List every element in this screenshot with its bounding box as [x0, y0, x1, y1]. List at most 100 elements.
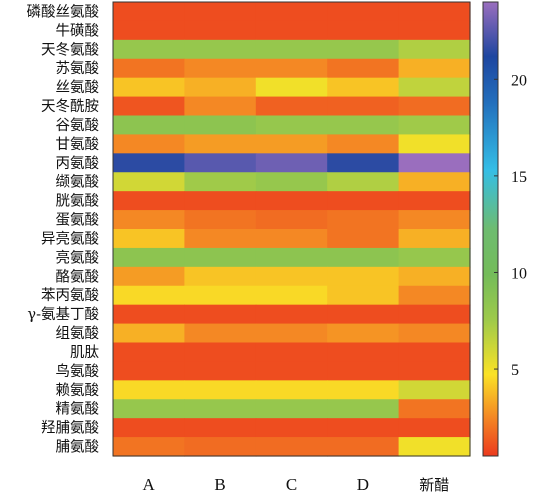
colorbar-tick-label: 10: [511, 265, 527, 282]
heatmap-cell: [184, 210, 257, 230]
colorbar-tick-label: 20: [511, 72, 527, 89]
column-label: A: [143, 475, 156, 494]
row-label: γ-氨基丁酸: [27, 306, 99, 323]
heatmap-cell: [184, 58, 257, 79]
heatmap-cell: [398, 153, 471, 173]
row-label: 蛋氨酸: [56, 212, 100, 229]
heatmap-cell: [398, 399, 471, 419]
heatmap-cell: [113, 380, 185, 400]
heatmap-cell: [255, 2, 328, 22]
heatmap-cell: [113, 285, 185, 306]
heatmap-cell: [113, 247, 185, 268]
row-label: 精氨酸: [56, 401, 100, 418]
heatmap-cell: [327, 361, 400, 381]
heatmap-cell: [398, 172, 471, 192]
column-label: B: [214, 475, 225, 494]
heatmap-cell: [327, 2, 400, 22]
row-label: 羟脯氨酸: [41, 420, 99, 437]
heatmap-cell: [327, 418, 400, 438]
heatmap-cell: [398, 58, 471, 79]
column-label: 新醋: [419, 476, 449, 494]
heatmap-cell: [184, 247, 257, 268]
row-label: 磷酸丝氨酸: [27, 3, 100, 20]
heatmap-cell: [327, 115, 400, 136]
heatmap-cell: [398, 380, 471, 400]
row-label: 脯氨酸: [56, 439, 100, 456]
heatmap-cell: [113, 191, 185, 211]
heatmap-cell: [184, 134, 257, 154]
heatmap-cell: [184, 323, 257, 344]
row-label: 酪氨酸: [56, 268, 100, 285]
heatmap-cell: [398, 247, 471, 268]
heatmap-cell: [327, 323, 400, 344]
heatmap-cell: [113, 134, 185, 154]
heatmap-cell: [327, 210, 400, 230]
heatmap-cell: [398, 191, 471, 211]
heatmap-cell: [327, 285, 400, 306]
heatmap-cell: [255, 191, 328, 211]
heatmap-cell: [184, 39, 257, 60]
column-labels: A B C D 新醋: [143, 475, 450, 494]
colorbar-gradient: [482, 1, 499, 457]
heatmap-cell: [184, 361, 257, 381]
row-label: 甘氨酸: [56, 136, 100, 153]
heatmap-cell: [255, 39, 328, 60]
heatmap-cell: [113, 58, 185, 79]
heatmap-cell: [398, 96, 471, 117]
heatmap-cell: [327, 172, 400, 192]
row-label: 亮氨酸: [56, 249, 100, 266]
row-label: 赖氨酸: [56, 382, 100, 399]
heatmap-cell: [113, 304, 185, 325]
heatmap-cell: [255, 285, 328, 306]
heatmap-cell: [113, 39, 185, 60]
heatmap-cell: [255, 153, 328, 173]
heatmap-cell: [113, 172, 185, 192]
heatmap-cell: [327, 342, 400, 363]
heatmap-cell: [327, 20, 400, 41]
heatmap-cell: [327, 437, 400, 457]
heatmap-cell: [113, 266, 185, 287]
heatmap-cell: [255, 134, 328, 154]
heatmap-cell: [398, 304, 471, 325]
heatmap-cell: [184, 115, 257, 136]
row-label: 谷氨酸: [56, 117, 100, 134]
heatmap-cell: [327, 266, 400, 287]
heatmap-cell: [398, 361, 471, 381]
heatmap-cell: [398, 134, 471, 154]
row-label: 鸟氨酸: [56, 363, 100, 380]
heatmap-cell: [327, 58, 400, 79]
heatmap-cell: [255, 58, 328, 79]
heatmap-cell: [398, 115, 471, 136]
heatmap-cell: [255, 304, 328, 325]
heatmap-cell: [184, 77, 257, 98]
heatmap-cell: [113, 361, 185, 381]
row-label: 异亮氨酸: [41, 230, 99, 247]
row-label: 天冬酰胺: [41, 98, 99, 115]
row-label: 天冬氨酸: [41, 41, 99, 58]
heatmap-cell: [113, 229, 185, 249]
row-label: 缬氨酸: [56, 174, 100, 191]
heatmap-cell: [255, 96, 328, 117]
heatmap-cell: [184, 304, 257, 325]
row-label: 丙氨酸: [56, 155, 100, 172]
heatmap-cell: [327, 399, 400, 419]
row-label: 胱氨酸: [56, 193, 100, 210]
row-label: 丝氨酸: [56, 79, 100, 96]
heatmap-cell: [255, 361, 328, 381]
heatmap-cell: [113, 2, 185, 22]
heatmap-cell: [255, 210, 328, 230]
heatmap-cell: [398, 77, 471, 98]
heatmap-cells: [113, 2, 471, 457]
heatmap-cell: [113, 437, 185, 457]
heatmap-cell: [113, 210, 185, 230]
heatmap-cell: [398, 210, 471, 230]
heatmap-cell: [184, 266, 257, 287]
heatmap-cell: [398, 437, 471, 457]
heatmap-cell: [255, 77, 328, 98]
heatmap-cell: [255, 229, 328, 249]
heatmap-cell: [184, 20, 257, 41]
row-labels: 磷酸丝氨酸牛磺酸天冬氨酸苏氨酸丝氨酸天冬酰胺谷氨酸甘氨酸丙氨酸缬氨酸胱氨酸蛋氨酸…: [27, 3, 100, 455]
heatmap-cell: [113, 418, 185, 438]
heatmap-cell: [184, 399, 257, 419]
